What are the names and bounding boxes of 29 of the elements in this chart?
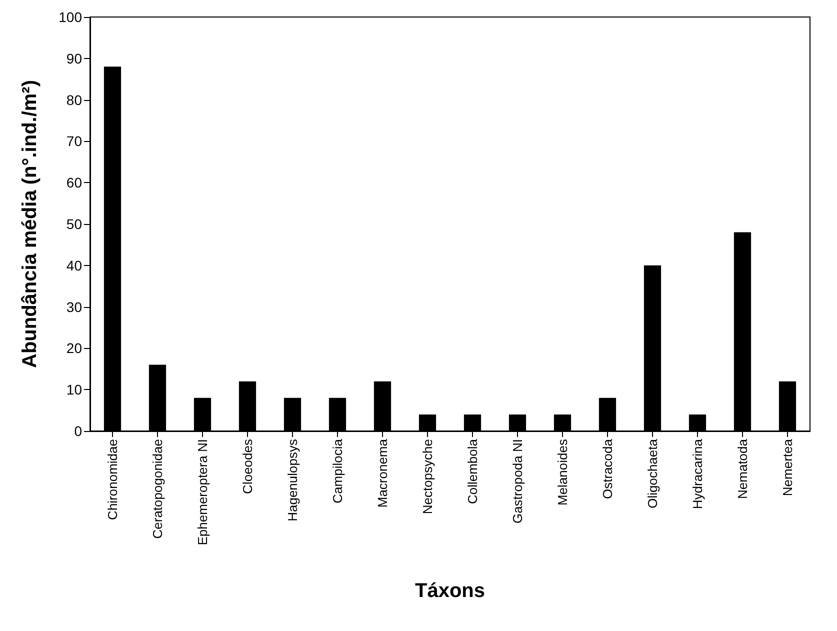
x-axis-title: Táxons — [414, 580, 486, 602]
x-tick-label: Chironomidae — [105, 439, 120, 520]
y-tick-label: 60 — [66, 174, 82, 191]
y-tick-label: 20 — [66, 340, 82, 356]
x-tick-label: Nematoda — [735, 438, 750, 499]
x-tick-label: Oligochaeta — [645, 438, 660, 508]
x-tick-label: Ceratopogonidae — [150, 439, 165, 539]
x-tick-label: Ostracoda — [600, 438, 615, 499]
y-tick-label: 90 — [66, 50, 82, 66]
x-tick-label: Cloeodes — [240, 438, 255, 494]
y-tick-label: 10 — [66, 382, 82, 398]
x-tick-label: Gastropoda NI — [510, 439, 525, 524]
x-tick-label: Ephemeroptera NI — [195, 439, 210, 546]
x-tick-label: Hagenulopsys — [285, 438, 300, 522]
x-tick-label: Macronema — [375, 438, 390, 508]
x-tick-label: Nemertea — [780, 438, 795, 496]
y-tick-label: 50 — [66, 216, 82, 232]
x-tick-label: Collembola — [465, 438, 480, 504]
x-tick-label: Melanoides — [555, 438, 570, 506]
y-tick-label: 40 — [66, 257, 82, 274]
y-tick-label: 70 — [66, 133, 82, 150]
y-tick-label: 0 — [74, 423, 82, 439]
y-tick-label: 80 — [66, 92, 82, 108]
x-tick-label: Hydracarina — [690, 438, 705, 510]
y-axis-title: Abundância média (n°.ind./m²) — [19, 80, 41, 368]
y-tick-label: 30 — [66, 298, 82, 315]
x-tick-label: Nectopsyche — [420, 439, 435, 514]
x-tick-label: Campilocia — [330, 438, 345, 504]
y-tick-label: 100 — [58, 9, 82, 25]
